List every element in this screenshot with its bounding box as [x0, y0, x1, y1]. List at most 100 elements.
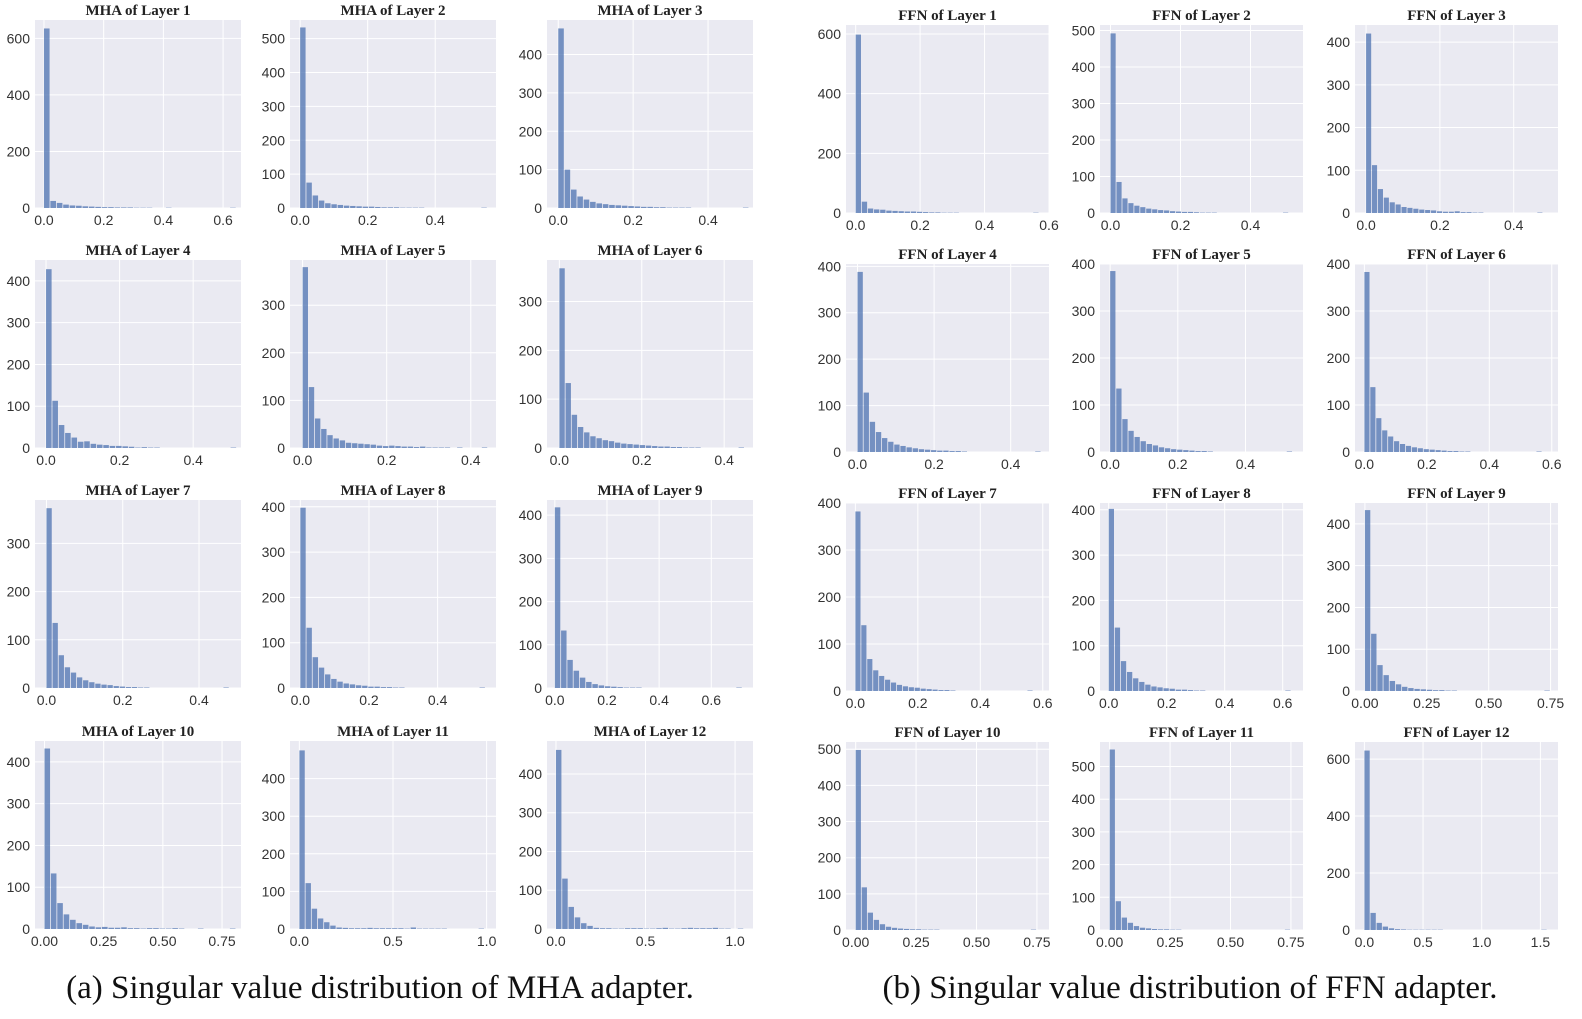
histogram-bar: [1371, 633, 1377, 691]
histogram-bar: [633, 444, 639, 448]
histogram-bar: [1128, 430, 1134, 452]
histogram-bar: [352, 443, 358, 448]
histogram-bar: [1158, 929, 1164, 930]
y-tick-label: 300: [519, 294, 543, 310]
histogram-bar: [1466, 212, 1472, 213]
histogram-bar: [617, 687, 623, 688]
histogram-bar: [373, 928, 379, 929]
histogram-bar: [339, 440, 346, 448]
histogram-bar: [599, 928, 606, 929]
x-tick-label: 0.2: [110, 452, 130, 468]
histogram-bar: [898, 211, 904, 213]
y-tick-label: 400: [1072, 256, 1096, 272]
histogram-bar: [1400, 929, 1407, 930]
histogram-panel: 0.0 0.2 0.4 0 100 200 300 MHA of Layer 7: [7, 483, 241, 708]
x-tick-label: 0.0: [846, 695, 866, 711]
histogram-bar: [1145, 928, 1152, 930]
histogram-bar: [1120, 661, 1127, 691]
plot-area: [1355, 503, 1558, 691]
y-tick-label: 300: [7, 535, 31, 551]
x-tick-label: 0.0: [37, 692, 57, 708]
y-tick-label: 0: [22, 200, 30, 216]
histogram-bar: [1425, 210, 1431, 213]
histogram-bar: [46, 508, 52, 688]
y-tick-label: 400: [519, 766, 543, 782]
x-tick-label: 0.75: [1023, 934, 1050, 950]
histogram-bar: [615, 205, 622, 208]
x-tick-label: 0.0: [34, 212, 54, 228]
histogram-bar: [395, 446, 401, 448]
histogram-bar: [337, 681, 343, 688]
histogram-bar: [584, 432, 590, 448]
histogram-bar: [706, 928, 712, 929]
x-tick-label: 0.4: [1236, 456, 1256, 472]
histogram-bar: [109, 445, 116, 448]
histogram-bar: [314, 418, 321, 448]
y-tick-label: 400: [1072, 502, 1096, 518]
histogram-bar: [570, 189, 577, 208]
x-tick-label: 0.0: [545, 692, 565, 708]
histogram-bar: [670, 447, 676, 448]
histogram-bar: [1377, 665, 1383, 691]
plot-area: [1100, 503, 1303, 691]
x-tick-label: 0.0: [1099, 695, 1119, 711]
y-tick-label: 400: [1072, 791, 1096, 807]
histogram-bar: [886, 210, 892, 213]
x-tick-label: 0.6: [702, 692, 722, 708]
histogram-bar: [306, 182, 312, 208]
histogram-bar: [1151, 929, 1158, 930]
x-tick-label: 0.50: [963, 934, 990, 950]
histogram-bar: [101, 207, 108, 208]
histogram-bar: [611, 686, 617, 688]
histogram-bar: [1126, 671, 1133, 691]
y-tick-label: 0: [277, 921, 285, 937]
histogram-bar: [660, 207, 666, 208]
panel-title: MHA of Layer 2: [340, 3, 445, 19]
histogram-bar: [76, 923, 83, 929]
y-tick-label: 200: [262, 132, 286, 148]
y-tick-label: 0: [1087, 922, 1095, 938]
x-tick-label: 0.4: [1241, 217, 1261, 233]
x-tick-label: 0.4: [189, 692, 209, 708]
histogram-bar: [602, 440, 608, 448]
y-tick-label: 300: [7, 315, 31, 331]
histogram-bar: [131, 687, 138, 688]
histogram-bar: [931, 450, 937, 452]
histogram-bar: [368, 686, 374, 688]
x-tick-label: 0.0: [1101, 217, 1121, 233]
histogram-bar: [604, 686, 611, 688]
histogram-bar: [1181, 211, 1188, 213]
panel-title: FFN of Layer 8: [1152, 486, 1250, 502]
histogram-bar: [1195, 451, 1201, 452]
histogram-bar: [82, 206, 89, 208]
x-tick-label: 0.4: [698, 212, 718, 228]
x-tick-label: 0.2: [94, 212, 114, 228]
y-tick-label: 0: [833, 683, 841, 699]
histogram-bar: [95, 683, 101, 688]
histogram-bar: [593, 927, 600, 929]
y-tick-label: 400: [818, 495, 842, 511]
histogram-bar: [894, 444, 900, 452]
y-tick-label: 0: [22, 440, 30, 456]
histogram-bar: [119, 686, 125, 688]
y-tick-label: 300: [519, 805, 543, 821]
histogram-bar: [1423, 449, 1429, 452]
histogram-bar: [712, 927, 719, 929]
histogram-panel: 0.0 0.2 0.4 0 100 200 300 400 FFN of Layer 4: [818, 247, 1049, 472]
plot-area: [35, 260, 241, 448]
histogram-bar: [172, 928, 178, 929]
histogram-bar: [1158, 447, 1165, 452]
histogram-bar: [912, 448, 918, 452]
histogram-bar: [103, 445, 109, 448]
histogram-bar: [336, 927, 342, 929]
histogram-bar: [1169, 688, 1175, 691]
histogram-bar: [1370, 912, 1376, 930]
histogram-panel: 0.0 0.5 1.0 1.5 0 200 400 600 FFN of Layer 12: [1327, 725, 1558, 950]
panel-title: FFN of Layer 11: [1149, 725, 1254, 741]
x-tick-label: 0.6: [213, 212, 233, 228]
x-tick-label: 0.0: [546, 933, 566, 949]
x-tick-label: 0.4: [1001, 456, 1021, 472]
histogram-bar: [1201, 451, 1207, 452]
histogram-bar: [312, 195, 319, 208]
